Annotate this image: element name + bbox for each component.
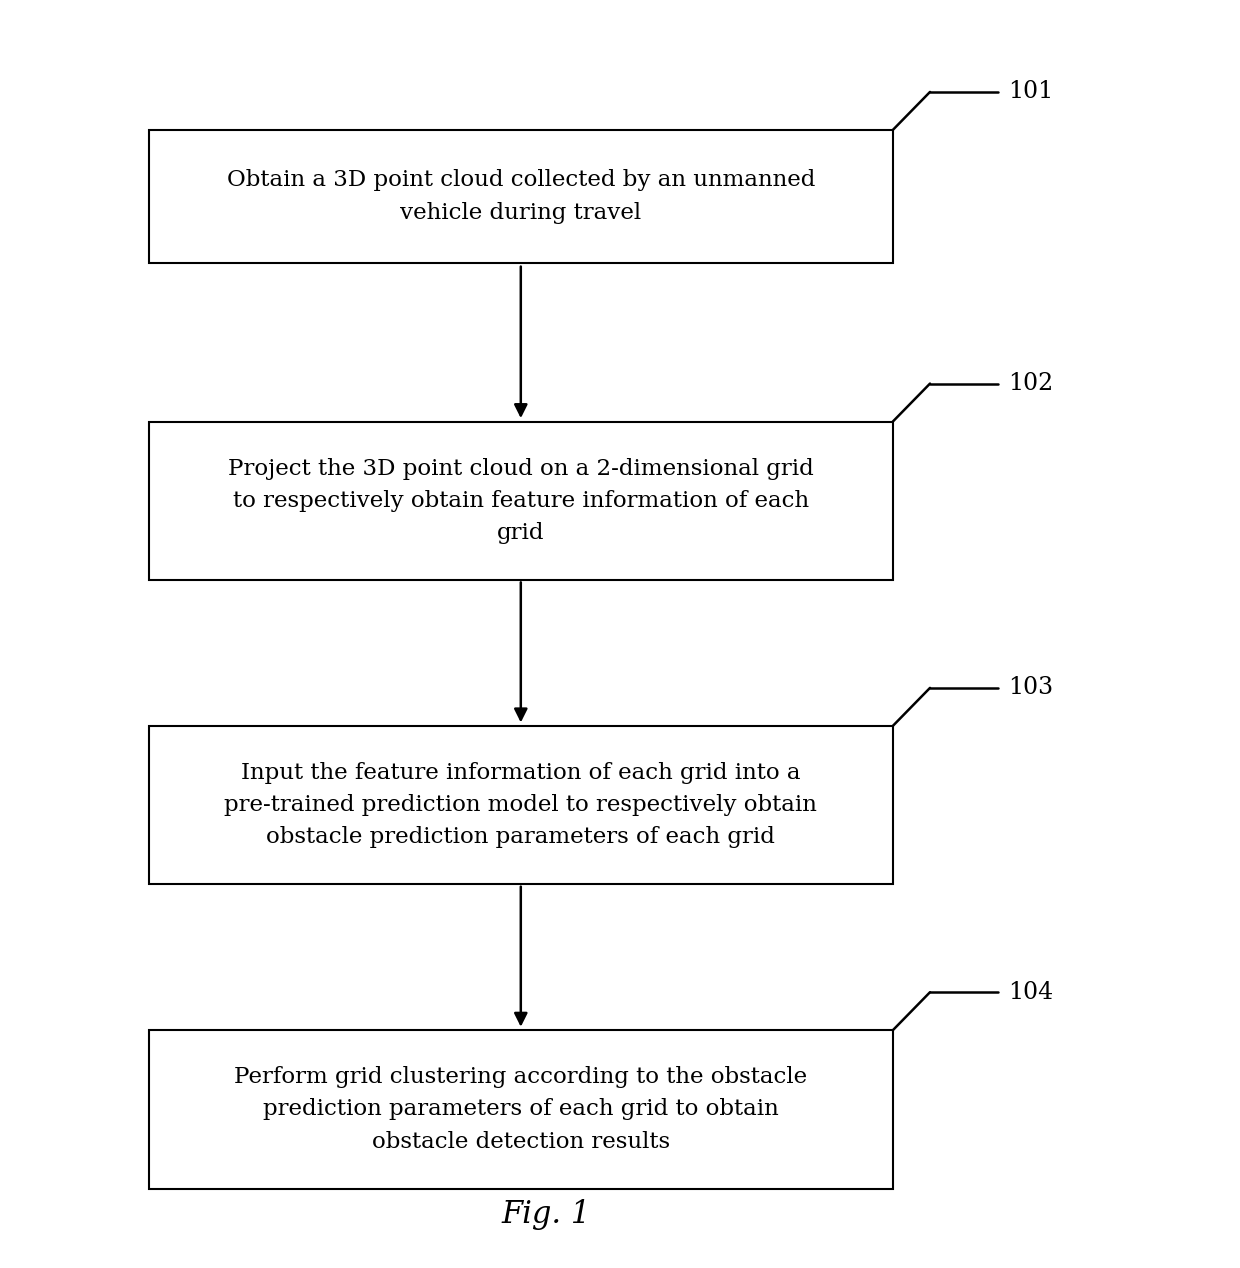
Text: Fig. 1: Fig. 1 <box>501 1200 590 1230</box>
Bar <box>149 725 893 885</box>
Text: 104: 104 <box>1008 980 1053 1004</box>
Text: 102: 102 <box>1008 372 1053 396</box>
Text: 101: 101 <box>1008 80 1053 104</box>
Text: Perform grid clustering according to the obstacle
prediction parameters of each : Perform grid clustering according to the… <box>234 1066 807 1153</box>
Bar <box>149 421 893 581</box>
Bar <box>149 131 893 264</box>
Bar <box>149 1030 893 1189</box>
Text: Project the 3D point cloud on a 2-dimensional grid
to respectively obtain featur: Project the 3D point cloud on a 2-dimens… <box>228 458 813 544</box>
Text: Input the feature information of each grid into a
pre-trained prediction model t: Input the feature information of each gr… <box>224 762 817 848</box>
Text: 103: 103 <box>1008 676 1053 700</box>
Text: Obtain a 3D point cloud collected by an unmanned
vehicle during travel: Obtain a 3D point cloud collected by an … <box>227 170 815 223</box>
